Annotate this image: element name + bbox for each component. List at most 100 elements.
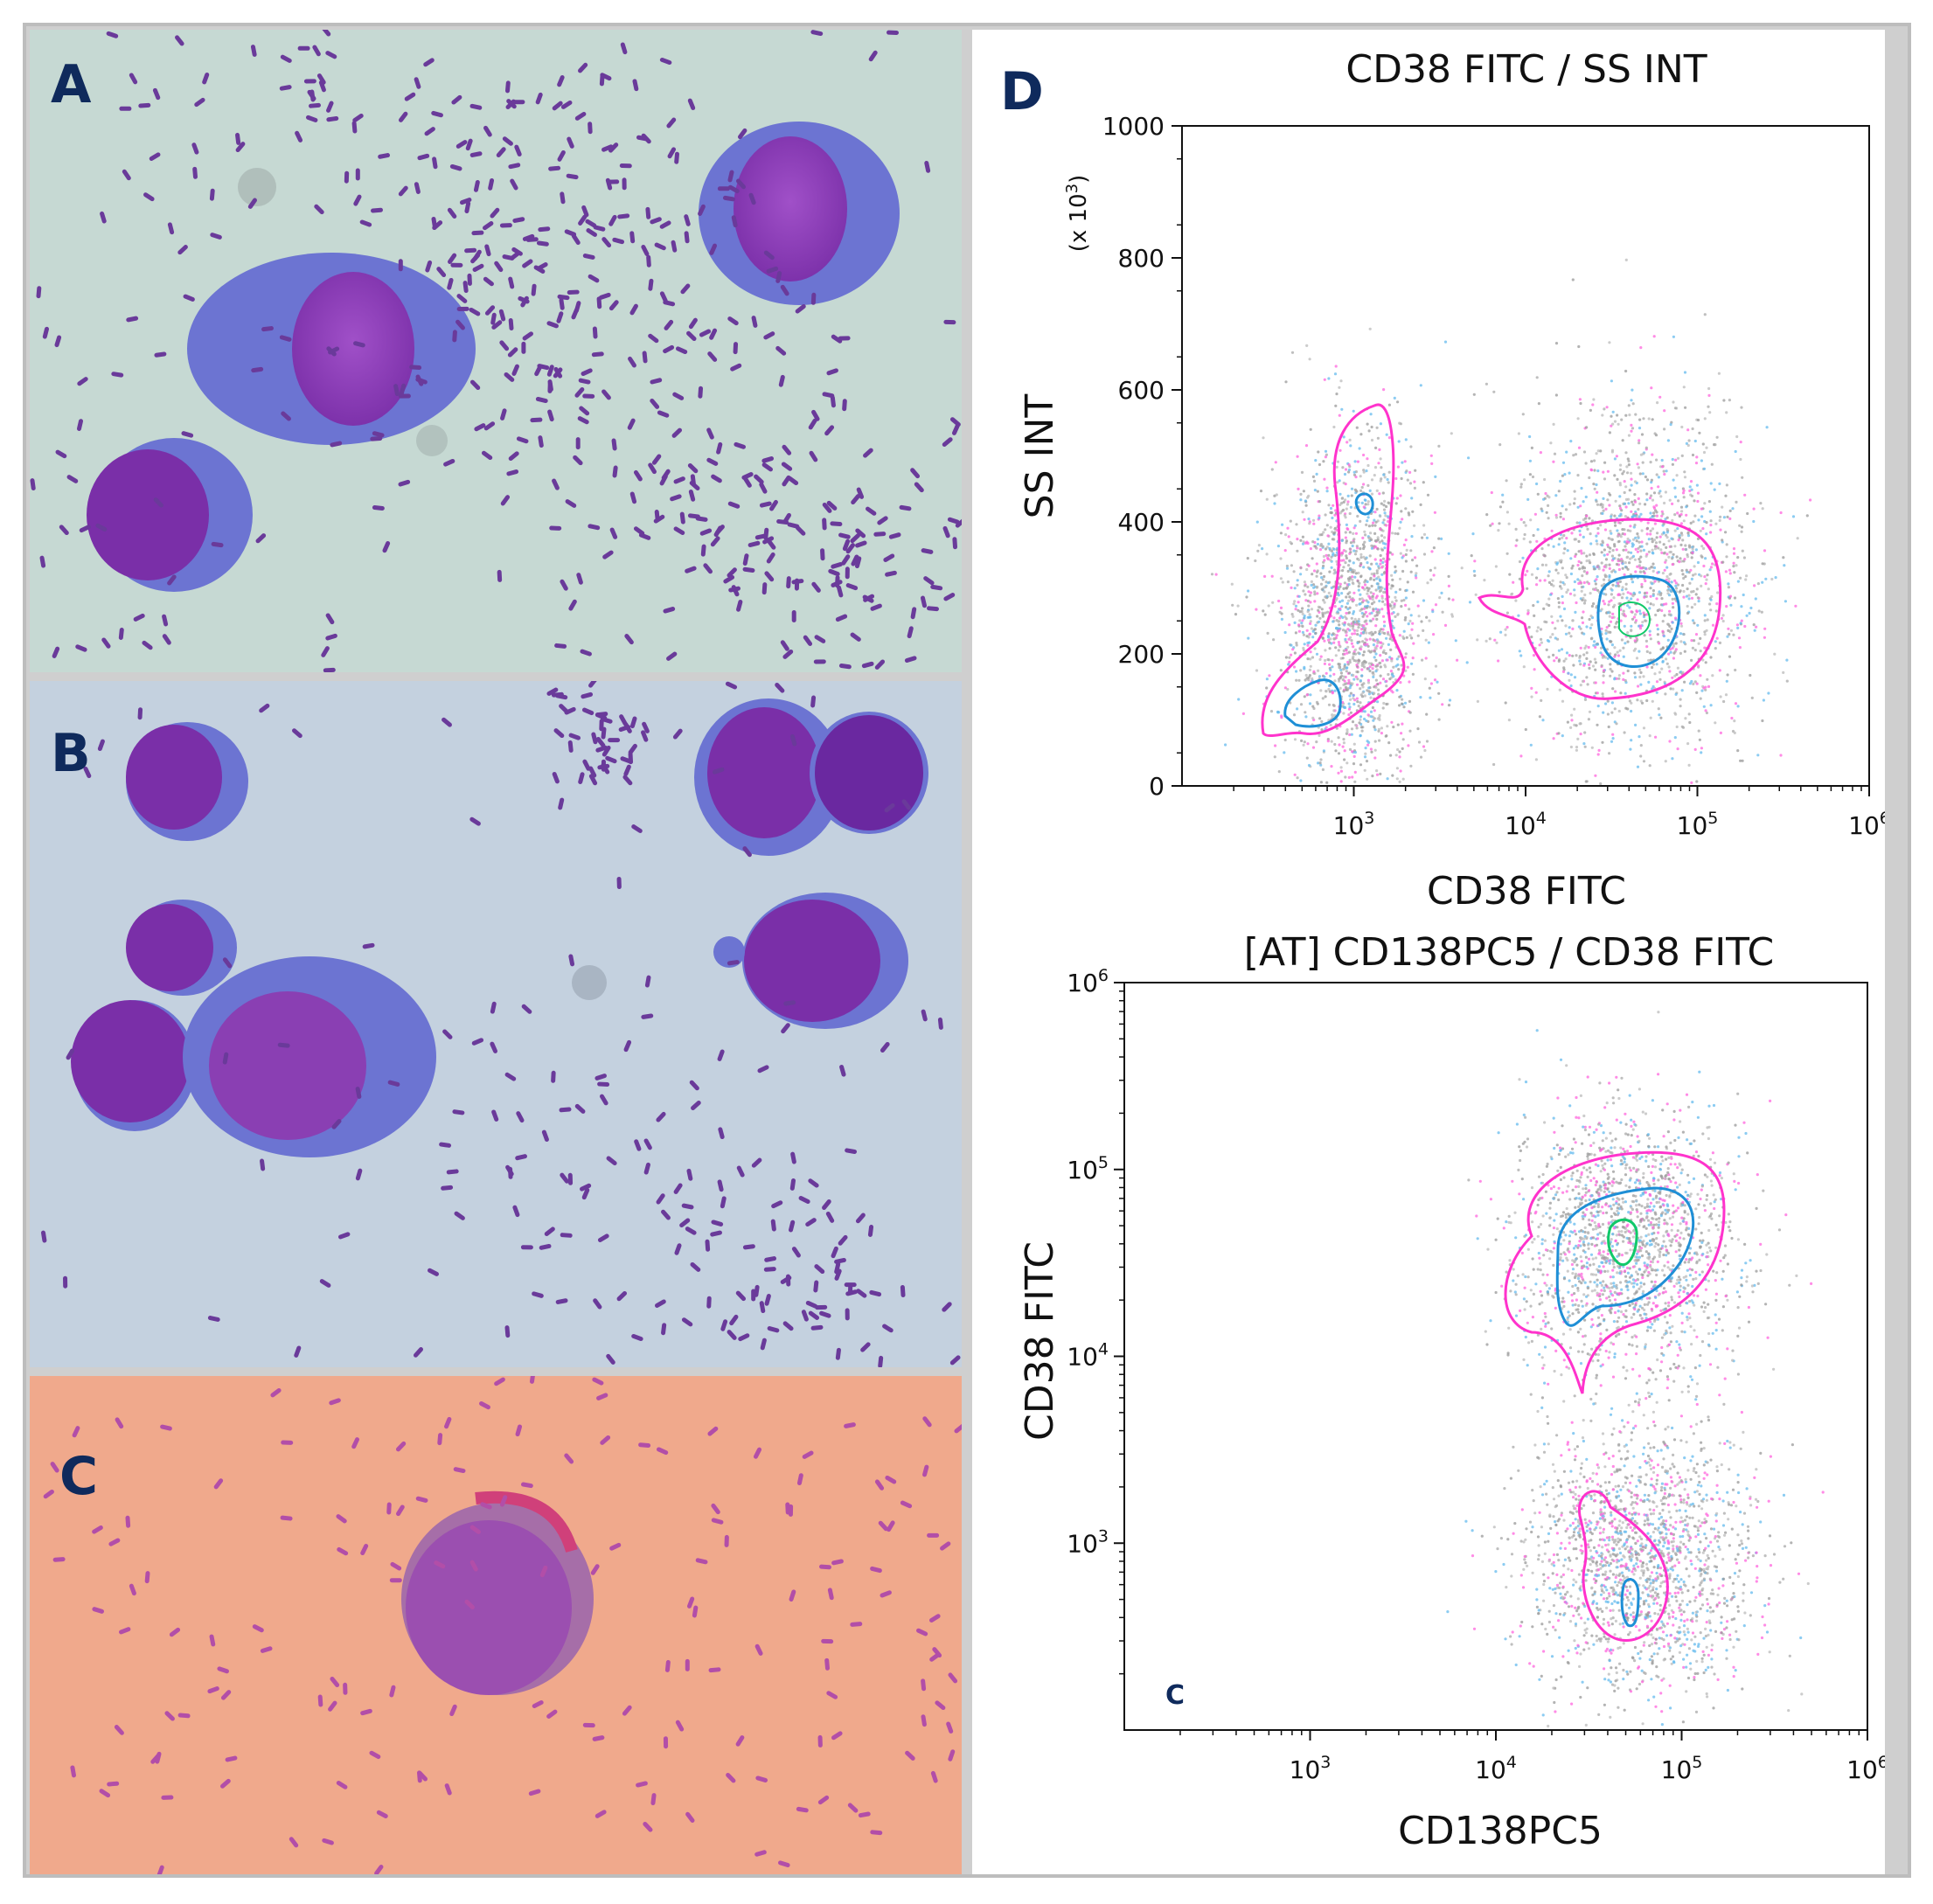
bacterium — [595, 745, 608, 753]
event-dot — [1375, 582, 1379, 586]
event-dot — [1476, 699, 1479, 704]
event-dot — [1347, 707, 1352, 711]
bacterium — [325, 51, 337, 59]
event-dot — [1672, 687, 1675, 691]
event-dot — [1373, 740, 1377, 743]
event-dot — [1340, 497, 1344, 500]
event-dot — [1519, 654, 1523, 657]
bacterium — [417, 1770, 428, 1782]
event-dot — [1583, 599, 1587, 602]
event-dot — [1714, 721, 1717, 725]
event-dot — [1352, 678, 1356, 681]
event-dot — [1365, 760, 1369, 763]
event-dot — [1589, 542, 1593, 545]
event-dot — [1667, 613, 1671, 616]
event-dot — [1363, 629, 1366, 632]
event-dot — [1425, 615, 1429, 619]
event-dot — [1360, 485, 1364, 490]
event-dot — [1586, 1175, 1589, 1178]
event-dot — [1644, 503, 1647, 506]
event-dot — [1447, 704, 1451, 707]
event-dot — [1340, 501, 1344, 505]
event-dot — [1608, 615, 1611, 618]
event-dot — [1421, 658, 1424, 662]
event-dot — [1611, 410, 1615, 413]
bacterium — [619, 163, 632, 169]
bacterium — [763, 1267, 776, 1272]
event-dot — [1342, 587, 1345, 591]
event-dot — [1610, 570, 1614, 573]
event-dot — [1425, 536, 1429, 539]
event-dot — [1576, 505, 1580, 509]
bacterium — [825, 1211, 835, 1223]
event-dot — [1640, 433, 1644, 436]
event-dot — [1320, 533, 1324, 537]
event-dot — [1395, 777, 1399, 781]
event-dot — [1388, 634, 1392, 637]
bacterium — [842, 539, 851, 552]
bacterium — [826, 500, 838, 511]
event-dot — [1347, 599, 1351, 602]
event-dot — [1645, 498, 1649, 502]
bacterium — [837, 585, 844, 598]
bacterium — [156, 1865, 164, 1874]
event-dot — [1533, 614, 1536, 618]
event-dot — [1647, 680, 1651, 684]
event-dot — [1367, 429, 1371, 433]
bacterium — [828, 568, 840, 577]
event-dot — [1699, 636, 1702, 641]
event-dot — [1370, 602, 1374, 606]
event-dot — [1368, 566, 1372, 571]
bacterium — [77, 377, 88, 386]
bacterium — [222, 957, 233, 969]
event-dot — [1581, 1304, 1584, 1308]
bacterium — [456, 294, 468, 303]
event-dot — [1561, 504, 1564, 508]
bacterium — [520, 295, 529, 308]
event-dot — [1336, 481, 1339, 484]
bacterium — [831, 1559, 844, 1566]
event-dot — [1537, 402, 1540, 406]
bacterium — [592, 1735, 605, 1741]
event-dot — [1352, 627, 1355, 630]
event-dot — [1584, 495, 1588, 499]
event-dot — [1711, 1151, 1714, 1155]
event-dot — [1411, 590, 1415, 594]
event-dot — [1685, 505, 1688, 509]
event-dot — [1643, 613, 1646, 617]
event-dot — [1325, 690, 1328, 693]
bacterium — [709, 243, 718, 255]
bacterium — [681, 1203, 694, 1210]
bacterium — [663, 607, 676, 614]
event-dot — [1382, 620, 1387, 623]
event-dot — [1356, 678, 1359, 681]
event-dot — [1358, 597, 1362, 601]
event-dot — [1796, 537, 1799, 540]
event-dot — [1290, 564, 1293, 567]
event-dot — [1315, 472, 1318, 476]
bacterium — [514, 144, 522, 156]
event-dot — [1306, 585, 1310, 589]
event-dot — [1625, 465, 1629, 469]
event-dot — [1732, 565, 1735, 568]
event-dot — [1275, 493, 1278, 497]
event-dot — [1656, 532, 1659, 535]
event-dot — [1637, 684, 1640, 688]
event-dot — [1349, 551, 1352, 554]
bacterium — [331, 1118, 342, 1129]
event-dot — [1603, 578, 1606, 581]
event-dot — [1614, 653, 1617, 657]
event-dot — [1665, 516, 1669, 519]
bacterium — [235, 132, 241, 145]
event-dot — [1610, 450, 1614, 454]
event-dot — [1276, 545, 1280, 548]
event-dot — [1680, 1321, 1684, 1324]
event-dot — [1502, 1226, 1505, 1230]
event-dot — [1582, 653, 1586, 657]
bacterium — [220, 1778, 231, 1789]
event-dot — [1327, 632, 1331, 636]
event-dot — [1762, 698, 1765, 702]
bacterium — [355, 1087, 362, 1099]
event-dot — [1570, 1147, 1575, 1150]
bacterium — [873, 532, 887, 537]
